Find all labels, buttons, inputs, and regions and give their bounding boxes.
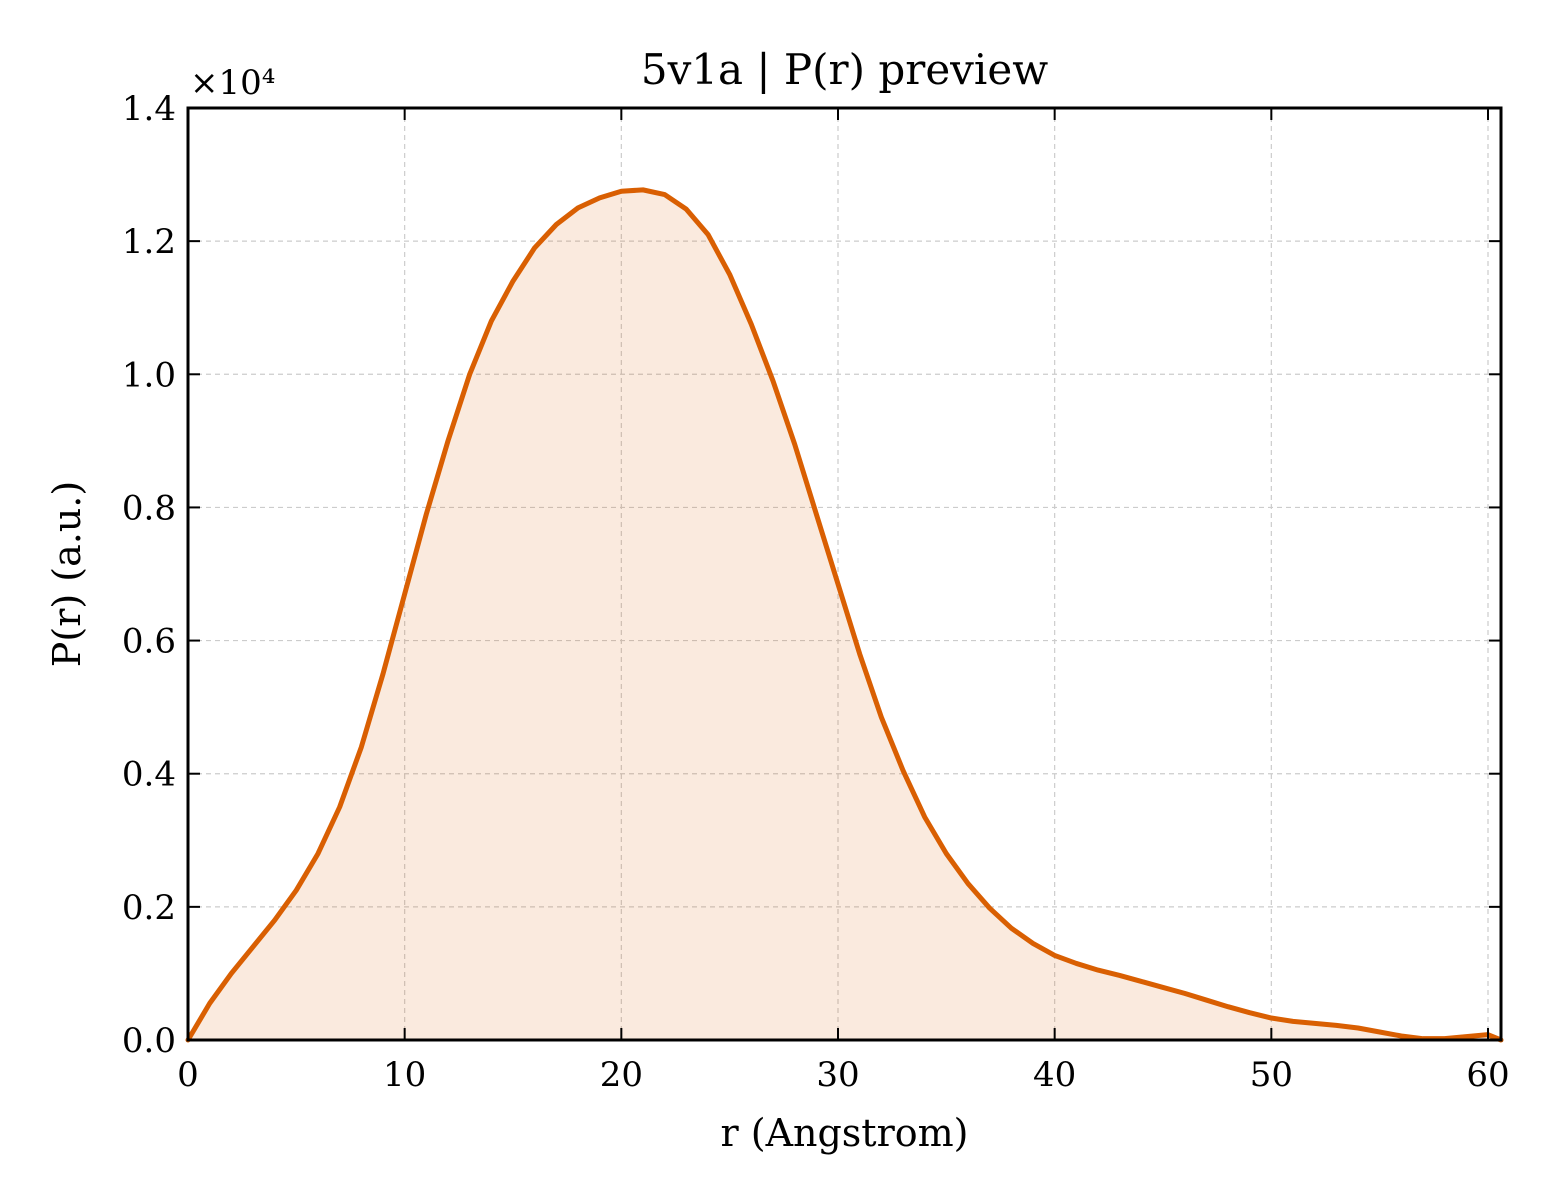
y-axis-label: P(r) (a.u.) [45, 481, 89, 667]
grid [188, 108, 1501, 1040]
x-tick-label-5: 50 [1250, 1055, 1293, 1095]
y-tick-label-2: 0.4 [122, 755, 176, 795]
y-tick-label-4: 0.8 [122, 488, 176, 528]
y-tick-label-0: 0.0 [122, 1021, 176, 1061]
x-axis-label: r (Angstrom) [721, 1111, 969, 1155]
x-tick-label-4: 40 [1033, 1055, 1076, 1095]
ticks: 0 10 20 30 40 50 60 0.0 0.2 0.4 0.6 0.8 1.0 1.2 1.4 [122, 89, 1510, 1095]
x-tick-label-2: 20 [600, 1055, 643, 1095]
y-tick-label-6: 1.2 [122, 222, 176, 262]
plot-frame [186, 106, 1503, 1042]
chart-title: 5v1a | P(r) preview [641, 45, 1048, 94]
x-tick-label-1: 10 [383, 1055, 426, 1095]
x-tick-label-3: 30 [816, 1055, 859, 1095]
y-axis-multiplier: ×10⁴ [190, 63, 275, 103]
y-tick-label-3: 0.6 [122, 622, 176, 662]
y-tick-label-1: 0.2 [122, 888, 176, 928]
area-fill [188, 189, 1501, 1040]
y-tick-label-7: 1.4 [122, 89, 176, 129]
x-tick-label-6: 60 [1466, 1055, 1509, 1095]
series-line [185, 187, 1504, 1043]
y-tick-label-5: 1.0 [122, 355, 176, 395]
x-tick-label-0: 0 [177, 1055, 199, 1095]
